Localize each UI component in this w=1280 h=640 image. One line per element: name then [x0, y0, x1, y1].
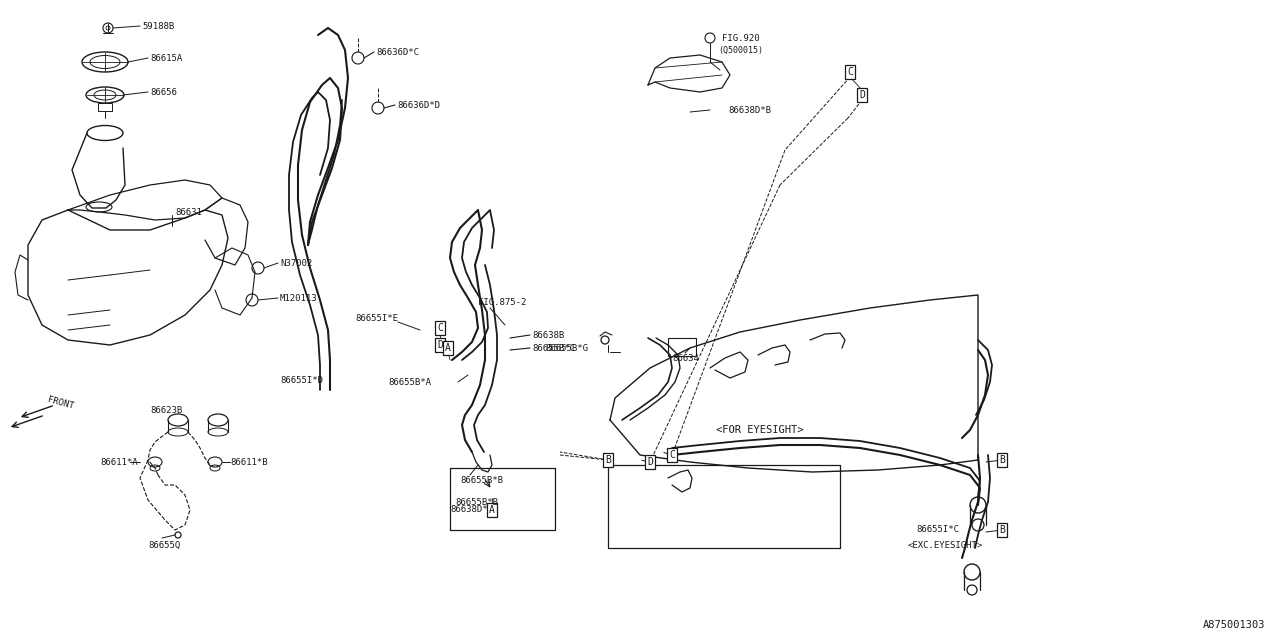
Text: 86655I*E: 86655I*E	[355, 314, 398, 323]
Text: 86623B: 86623B	[150, 406, 182, 415]
Text: B: B	[1000, 525, 1005, 535]
Text: 86655B*G: 86655B*G	[545, 344, 588, 353]
Text: <EXC.EYESIGHT>: <EXC.EYESIGHT>	[908, 541, 983, 550]
Text: 86655B*B: 86655B*B	[460, 476, 503, 484]
Text: 86638D*A: 86638D*A	[451, 506, 493, 515]
Text: 86611*B: 86611*B	[230, 458, 268, 467]
Text: 86631: 86631	[175, 207, 202, 216]
Text: B: B	[605, 455, 611, 465]
Text: C: C	[847, 67, 852, 77]
Text: M120113: M120113	[280, 294, 317, 303]
Text: 86655I*C: 86655I*C	[916, 525, 959, 534]
Text: FIG.920: FIG.920	[722, 33, 759, 42]
Text: (Q500015): (Q500015)	[718, 45, 763, 54]
Text: 59188B: 59188B	[142, 22, 174, 31]
Text: 86655Q: 86655Q	[148, 541, 180, 550]
Bar	[99, 103, 113, 111]
Text: 86634: 86634	[672, 353, 699, 362]
Text: N37002: N37002	[280, 259, 312, 268]
Text: D: D	[859, 90, 865, 100]
Text: A: A	[445, 343, 451, 353]
Text: 86636D*D: 86636D*D	[397, 100, 440, 109]
Text: 86636D*C: 86636D*C	[376, 47, 419, 56]
Text: 86656: 86656	[150, 88, 177, 97]
Text: 86615A: 86615A	[150, 54, 182, 63]
Text: C: C	[669, 450, 675, 460]
Text: D: D	[436, 340, 443, 350]
Text: 86655B*B: 86655B*B	[454, 497, 498, 506]
Text: FIG.875-2: FIG.875-2	[477, 298, 526, 307]
Text: <FOR EYESIGHT>: <FOR EYESIGHT>	[717, 425, 804, 435]
Text: A875001303: A875001303	[1202, 620, 1265, 630]
Bar	[668, 338, 696, 356]
Text: D: D	[648, 457, 653, 467]
Text: 86655B*C: 86655B*C	[532, 344, 575, 353]
Text: B: B	[1000, 455, 1005, 465]
Text: C: C	[436, 323, 443, 333]
Text: FRONT: FRONT	[47, 396, 76, 412]
Text: 86638D*B: 86638D*B	[728, 106, 771, 115]
Text: 86655B*A: 86655B*A	[388, 378, 431, 387]
Text: A: A	[489, 505, 495, 515]
Text: 86611*A: 86611*A	[100, 458, 138, 467]
Text: 86638B: 86638B	[532, 330, 564, 339]
Text: 86655I*D: 86655I*D	[280, 376, 323, 385]
